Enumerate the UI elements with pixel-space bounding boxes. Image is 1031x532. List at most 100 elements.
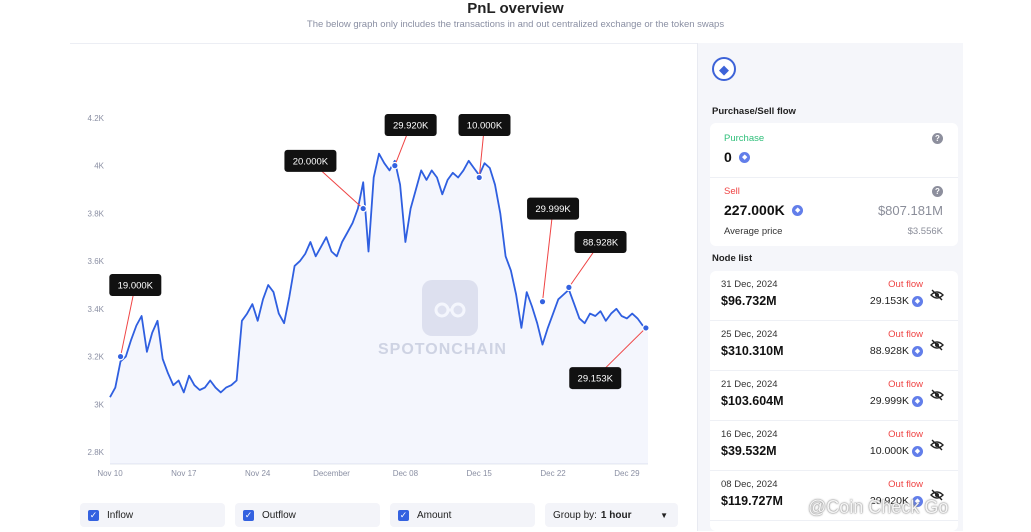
divider — [710, 177, 958, 178]
series-area — [110, 153, 648, 464]
annotation-box — [284, 149, 337, 172]
node-flow: Out flow — [888, 429, 923, 440]
node-date: 31 Dec, 2024 — [721, 279, 778, 290]
ethereum-icon: ◆ — [912, 445, 923, 457]
inflow-label: Inflow — [107, 509, 134, 521]
x-tick-label: Dec 08 — [393, 469, 419, 478]
list-item[interactable]: 16 Dec, 2024 $39.532M Out flow 10.000K ◆ — [710, 421, 958, 471]
node-value-text: 29.920K — [869, 495, 909, 507]
node-flow: Out flow — [888, 279, 923, 290]
x-tick-label: Nov 10 — [97, 469, 123, 478]
annotation-label: 19.000K — [118, 280, 154, 291]
flow-panel: ◆ Purchase/Sell flow Purchase ? 0 ◆ Sell… — [697, 43, 963, 531]
group-by-select[interactable]: Group by: 1 hour ▼ — [545, 503, 678, 527]
annotation-box — [527, 197, 580, 220]
eye-off-icon[interactable] — [930, 339, 944, 351]
annotation-box — [384, 114, 437, 137]
node-value: 88.928K ◆ — [870, 345, 923, 357]
help-icon[interactable]: ? — [932, 186, 943, 197]
outflow-label: Outflow — [262, 509, 296, 521]
annotation-point — [359, 204, 367, 213]
chart-controls: ✓ Inflow ✓ Outflow ✓ Amount Group by: 1 … — [80, 503, 680, 531]
help-icon[interactable]: ? — [932, 133, 943, 144]
ethereum-icon: ◆ — [912, 495, 923, 507]
node-amount: $119.727M — [721, 494, 783, 508]
checkbox-checked-icon[interactable]: ✓ — [398, 509, 409, 521]
sell-amount: 227.000K ◆ — [724, 202, 804, 220]
x-tick-label: Dec 15 — [467, 469, 493, 478]
ethereum-icon: ◆ — [912, 345, 923, 357]
list-item[interactable]: 08 Dec, 2024 $119.727M Out flow 29.920K ◆ — [710, 471, 958, 521]
page-subtitle: The below graph only includes the transa… — [306, 19, 725, 30]
average-price-label: Average price — [724, 226, 783, 237]
amount-label: Amount — [417, 509, 452, 521]
node-list-title: Node list — [712, 253, 753, 264]
outflow-toggle[interactable]: ✓ Outflow — [235, 503, 380, 527]
x-tick-label: December — [313, 469, 350, 478]
inflow-toggle[interactable]: ✓ Inflow — [80, 503, 225, 527]
node-date: 21 Dec, 2024 — [721, 379, 778, 390]
chevron-down-icon: ▼ — [660, 510, 668, 520]
x-tick-label: Nov 17 — [171, 469, 197, 478]
group-by-value: 1 hour — [600, 509, 632, 521]
y-tick-label: 3.2K — [88, 353, 105, 362]
average-price-value: $3.556K — [907, 226, 943, 237]
node-value-text: 88.928K — [869, 345, 909, 357]
ethereum-icon: ◆ — [912, 395, 923, 407]
annotation-label: 10.000K — [467, 121, 503, 132]
annotation-label: 29.920K — [393, 121, 429, 132]
annotation-point — [391, 161, 399, 170]
y-tick-label: 2.8K — [88, 448, 105, 457]
annotation-point — [475, 173, 484, 182]
group-by-prefix: Group by: — [553, 509, 597, 521]
annotation-box — [574, 231, 627, 253]
eye-off-icon[interactable] — [930, 289, 944, 301]
node-amount: $103.604M — [721, 394, 784, 408]
annotation-point — [565, 283, 573, 292]
annotation-box — [458, 114, 511, 137]
ethereum-icon: ◆ — [712, 57, 736, 81]
node-flow: Out flow — [888, 479, 923, 490]
node-value: 29.153K ◆ — [870, 295, 923, 307]
sell-usd-value: $807.181M — [877, 203, 943, 218]
annotation-label: 20.000K — [293, 156, 329, 167]
checkbox-checked-icon[interactable]: ✓ — [243, 509, 254, 521]
chart-watermark-text: SPOTONCHAIN — [378, 341, 507, 359]
eye-off-icon[interactable] — [930, 389, 944, 401]
y-tick-label: 3.4K — [88, 305, 105, 314]
ethereum-icon: ◆ — [739, 152, 751, 164]
amount-toggle[interactable]: ✓ Amount — [390, 503, 535, 527]
eye-off-icon[interactable] — [930, 439, 944, 451]
node-list: 31 Dec, 2024 $96.732M Out flow 29.153K ◆ … — [710, 271, 958, 531]
annotation-point — [538, 297, 547, 306]
node-value: 10.000K ◆ — [870, 445, 923, 457]
node-amount: $39.532M — [721, 444, 777, 458]
annotation-label: 29.999K — [535, 204, 571, 215]
annotation-point — [642, 324, 650, 332]
list-item[interactable]: 21 Dec, 2024 $103.604M Out flow 29.999K ◆ — [710, 371, 958, 421]
annotation-connector — [542, 208, 554, 302]
x-tick-label: Dec 22 — [540, 469, 566, 478]
node-flow: Out flow — [888, 379, 923, 390]
ethereum-icon: ◆ — [912, 295, 923, 307]
annotation-point — [116, 352, 125, 361]
annotation-label: 29.153K — [578, 374, 614, 385]
purchase-label: Purchase — [724, 133, 765, 144]
chart-canvas[interactable]: 4.2K 4K 3.8K 3.6K 3.4K 3.2K 3K 2.8K Nov 10 Nov 17… — [70, 44, 697, 532]
list-item[interactable]: 25 Dec, 2024 $310.310M Out flow 88.928K ◆ — [710, 321, 958, 371]
pnl-chart[interactable]: SPOTONCHAIN 4.2K 4K 3.8K 3.6K 3.4K 3.2K 3K 2.8K… — [70, 43, 697, 531]
y-tick-label: 3.6K — [88, 257, 105, 266]
annotation-box — [569, 367, 622, 390]
node-date: 16 Dec, 2024 — [721, 429, 778, 440]
checkbox-checked-icon[interactable]: ✓ — [88, 509, 99, 521]
y-tick-label: 4.2K — [88, 114, 105, 123]
annotation-label: 88.928K — [583, 238, 619, 249]
x-tick-label: Nov 24 — [245, 469, 271, 478]
annotation-box — [109, 273, 162, 296]
eye-off-icon[interactable] — [930, 489, 944, 501]
list-item[interactable]: 31 Dec, 2024 $96.732M Out flow 29.153K ◆ — [710, 271, 958, 321]
node-date: 25 Dec, 2024 — [721, 329, 778, 340]
sell-label: Sell — [724, 186, 740, 197]
annotation-connector — [120, 284, 136, 357]
purchase-sell-card: Purchase ? 0 ◆ Sell ? 227.000K ◆ $807.18… — [710, 123, 958, 246]
